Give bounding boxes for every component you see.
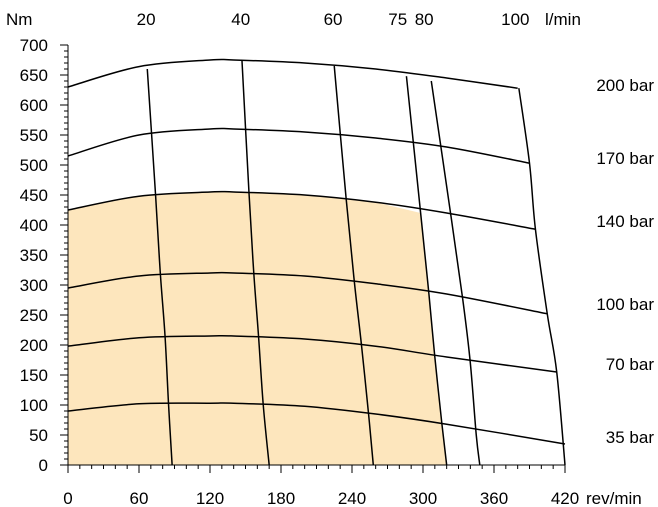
y-tick-label: 600 <box>20 96 48 115</box>
flow-label-100: 100 <box>501 10 529 29</box>
flow-line-80 <box>430 80 481 466</box>
x-tick-label: 180 <box>267 489 295 507</box>
flow-label-60: 60 <box>324 10 343 29</box>
y-tick-label: 350 <box>20 246 48 265</box>
pressure-curve-170-bar <box>67 127 530 164</box>
pressure-label-170-bar: 170 bar <box>596 149 654 168</box>
y-tick-label: 200 <box>20 336 48 355</box>
pressure-label-100-bar: 100 bar <box>596 295 654 314</box>
flow-line-20 <box>146 68 173 466</box>
y-tick-label: 300 <box>20 276 48 295</box>
y-tick-label: 550 <box>20 126 48 145</box>
pressure-curve-100-bar <box>67 271 548 315</box>
x-tick-label: 420 <box>551 489 579 507</box>
y-tick-label: 650 <box>20 66 48 85</box>
y-tick-label: 500 <box>20 156 48 175</box>
x-tick-label: 300 <box>409 489 437 507</box>
flow-line-75 <box>405 76 448 466</box>
pressure-label-140-bar: 140 bar <box>596 212 654 231</box>
pressure-label-35-bar: 35 bar <box>606 428 655 447</box>
y-tick-label: 250 <box>20 306 48 325</box>
flow-line-40 <box>241 59 270 466</box>
y-tick-label: 400 <box>20 216 48 235</box>
pressure-curve-140-bar <box>67 190 536 230</box>
x-tick-label: 60 <box>130 489 149 507</box>
flow-line-100 <box>518 88 566 466</box>
pressure-label-200-bar: 200 bar <box>596 76 654 95</box>
pressure-curve-70-bar <box>67 334 557 373</box>
flow-line-60 <box>333 65 375 466</box>
x-tick-label: 120 <box>196 489 224 507</box>
pressure-curve-35-bar <box>67 402 566 445</box>
x-tick-label: 240 <box>338 489 366 507</box>
pressure-curve-200-bar <box>67 58 518 89</box>
y-tick-label: 100 <box>20 396 48 415</box>
pressure-label-70-bar: 70 bar <box>606 355 655 374</box>
flow-label-20: 20 <box>137 10 156 29</box>
axis-ticks: 0501001502002503003504004505005506006507… <box>20 10 655 507</box>
flow-label-75: 75 <box>388 10 407 29</box>
x-tick-label: 360 <box>480 489 508 507</box>
flow-label-40: 40 <box>231 10 250 29</box>
flow-label-80: 80 <box>415 10 434 29</box>
y-axis-label: Nm <box>6 10 32 29</box>
y-tick-label: 0 <box>39 456 48 475</box>
y-tick-label: 700 <box>20 36 48 55</box>
y-tick-label: 450 <box>20 186 48 205</box>
grid-lines <box>67 58 566 466</box>
y-tick-label: 50 <box>29 426 48 445</box>
x-tick-label: 0 <box>63 489 72 507</box>
flow-axis-label: l/min <box>545 10 581 29</box>
x-axis-label: rev/min <box>586 489 642 507</box>
y-tick-label: 150 <box>20 366 48 385</box>
